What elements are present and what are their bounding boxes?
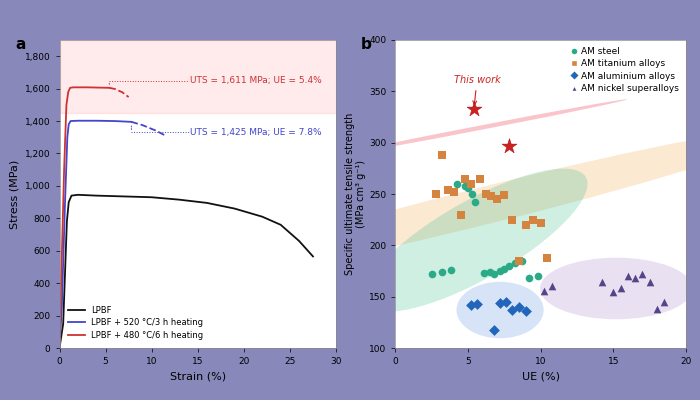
Point	[503, 142, 514, 149]
Legend: LPBF, LPBF + 520 °C/3 h heating, LPBF + 480 °C/6 h heating: LPBF, LPBF + 520 °C/3 h heating, LPBF + …	[64, 302, 207, 344]
Ellipse shape	[363, 169, 587, 312]
Point	[629, 275, 641, 281]
Point	[484, 269, 496, 275]
Point	[538, 287, 550, 294]
Point	[491, 196, 503, 202]
Point	[460, 175, 471, 182]
Point	[442, 187, 454, 193]
Point	[524, 275, 535, 281]
Text: UTS = 1,425 MPa; UE = 7.8%: UTS = 1,425 MPa; UE = 7.8%	[190, 128, 322, 137]
Point	[466, 302, 477, 308]
Point	[489, 326, 500, 333]
X-axis label: Strain (%): Strain (%)	[169, 372, 226, 382]
Point	[500, 298, 512, 305]
Ellipse shape	[338, 99, 627, 155]
Ellipse shape	[190, 127, 700, 281]
Point	[445, 267, 456, 273]
Point	[486, 193, 497, 199]
Point	[528, 216, 539, 223]
Point	[517, 258, 528, 264]
Point	[644, 279, 655, 286]
Bar	[60, 40, 336, 113]
Point	[470, 199, 481, 206]
Point	[436, 269, 447, 275]
Point	[468, 106, 480, 112]
Point	[652, 306, 663, 312]
Legend: AM steel, AM titanium alloys, AM aluminium alloys, AM nickel superalloys: AM steel, AM titanium alloys, AM alumini…	[568, 44, 682, 96]
Point	[521, 308, 532, 314]
Point	[430, 191, 442, 197]
Point	[448, 189, 459, 195]
Point	[513, 304, 524, 310]
Point	[466, 180, 477, 187]
Point	[426, 271, 438, 277]
Point	[480, 191, 491, 197]
Point	[460, 182, 471, 189]
X-axis label: UE (%): UE (%)	[522, 372, 560, 382]
Point	[494, 300, 505, 306]
Point	[608, 288, 619, 295]
Point	[521, 222, 532, 228]
Point	[659, 298, 670, 305]
Point	[596, 279, 608, 286]
Point	[506, 307, 517, 313]
Point	[622, 273, 634, 279]
Point	[471, 301, 482, 307]
Point	[463, 185, 474, 191]
Point	[499, 266, 510, 272]
Point	[637, 271, 648, 277]
Point	[474, 175, 485, 182]
Ellipse shape	[540, 258, 692, 319]
Point	[489, 271, 500, 277]
Point	[532, 273, 543, 279]
Point	[513, 258, 524, 264]
Point	[451, 180, 462, 187]
Point	[503, 263, 514, 269]
Text: b: b	[360, 37, 372, 52]
Point	[535, 220, 546, 226]
Text: This work: This work	[454, 75, 500, 105]
Point	[509, 260, 520, 266]
Point	[541, 254, 552, 261]
Point	[547, 283, 558, 290]
Ellipse shape	[456, 282, 544, 338]
Point	[615, 285, 626, 292]
Point	[506, 216, 517, 223]
Y-axis label: Stress (MPa): Stress (MPa)	[9, 159, 19, 229]
Point	[467, 191, 478, 197]
Point	[499, 192, 510, 198]
Text: a: a	[15, 37, 26, 52]
Text: UTS = 1,611 MPa; UE = 5.4%: UTS = 1,611 MPa; UE = 5.4%	[190, 76, 322, 85]
Point	[455, 211, 466, 218]
Point	[436, 152, 447, 158]
Y-axis label: Specific ultimate tensile strength
(MPa cm³ g⁻¹): Specific ultimate tensile strength (MPa …	[345, 113, 366, 275]
Point	[479, 270, 490, 276]
Point	[494, 268, 505, 274]
